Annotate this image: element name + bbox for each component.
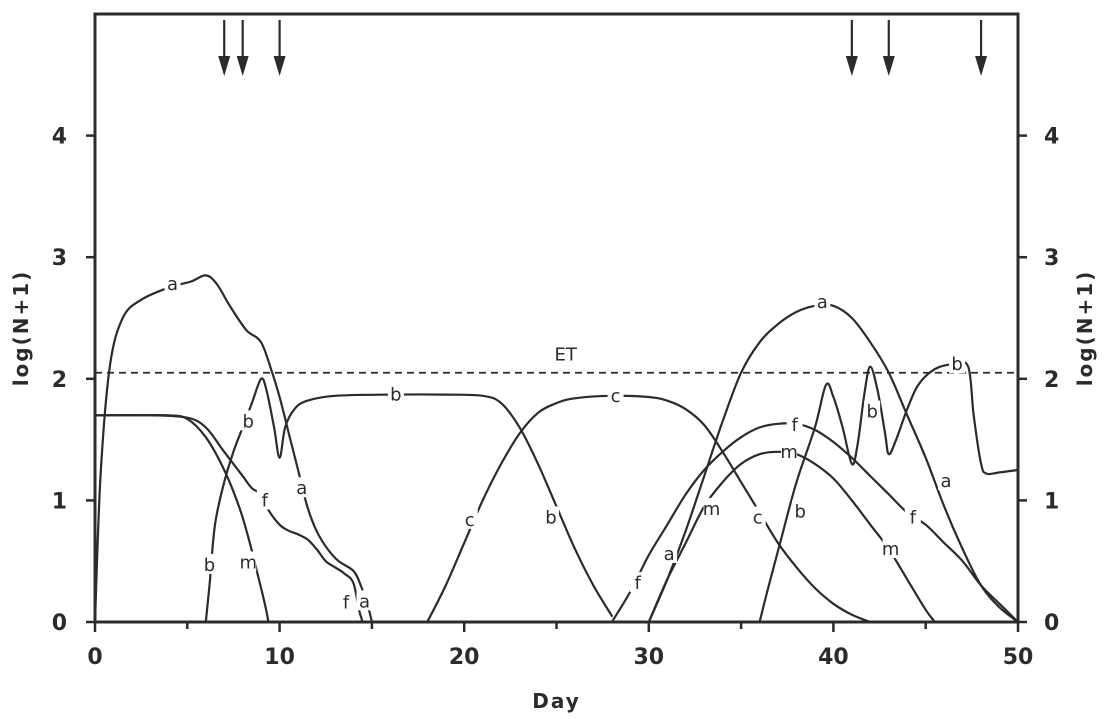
curve-label-bg bbox=[201, 553, 218, 574]
curve-label-b: b bbox=[204, 555, 215, 576]
curve-label-m: m bbox=[780, 442, 798, 463]
x-tick-label: 20 bbox=[449, 645, 480, 670]
curve-label-c: c bbox=[611, 386, 621, 407]
x-tick-label: 40 bbox=[818, 645, 849, 670]
y-tick-label-left: 4 bbox=[52, 125, 67, 150]
curve-label-bg bbox=[240, 410, 257, 431]
curve-label-f: f bbox=[910, 507, 917, 528]
curve-label-m: m bbox=[882, 539, 900, 560]
series-line-c bbox=[426, 394, 872, 624]
plot-frame bbox=[93, 12, 1020, 624]
curve-label-a: a bbox=[664, 544, 675, 565]
curve-label-c: c bbox=[753, 507, 763, 528]
curve-label-bg bbox=[164, 272, 181, 293]
threshold-line-group: ET bbox=[95, 345, 1018, 374]
x-axis-title: Day bbox=[532, 689, 581, 713]
curve-label-bg bbox=[387, 383, 404, 404]
curve-label-c: c bbox=[465, 510, 475, 531]
curve-label-m: m bbox=[239, 552, 257, 573]
curve-label-b: b bbox=[390, 385, 401, 406]
curve-label-bg bbox=[904, 506, 921, 527]
y-tick-label-right: 3 bbox=[1044, 246, 1059, 271]
curve-label-bg bbox=[607, 384, 624, 405]
curve-label-f: f bbox=[343, 593, 350, 614]
series-line-b bbox=[758, 360, 1020, 624]
curve-label-bg bbox=[661, 542, 678, 563]
series-line-f bbox=[93, 414, 364, 624]
plot-frame-group bbox=[93, 12, 1020, 624]
curve-label-bg bbox=[356, 590, 373, 611]
y-tick-label-right: 1 bbox=[1044, 489, 1059, 514]
curve-label-f: f bbox=[791, 415, 798, 436]
curve-label-bg bbox=[256, 489, 273, 510]
x-tick-label: 0 bbox=[87, 645, 102, 670]
down-arrow-icon bbox=[882, 20, 895, 76]
x-tick-label: 30 bbox=[633, 645, 664, 670]
curve-label-bg bbox=[542, 506, 559, 527]
curve-label-bg bbox=[949, 353, 966, 374]
y-tick-label-right: 0 bbox=[1044, 611, 1059, 636]
curve-label-bg bbox=[461, 508, 478, 529]
curve-label-f: f bbox=[262, 490, 269, 511]
x-tick-label: 10 bbox=[264, 645, 295, 670]
curve-label-bg bbox=[629, 572, 646, 593]
x-tick-label: 50 bbox=[1003, 645, 1034, 670]
curve-label-bg bbox=[703, 497, 720, 518]
curve-label-bg bbox=[814, 291, 831, 312]
curve-label-b: b bbox=[242, 411, 253, 432]
curve-label-bg bbox=[749, 506, 766, 527]
arrows-group bbox=[218, 20, 988, 76]
y-axis-title-left: log(N+1) bbox=[9, 270, 33, 387]
y-tick-label-right: 4 bbox=[1044, 125, 1059, 150]
curve-label-bg bbox=[792, 500, 809, 521]
axis-ticks-group: 0 10 20 30 40 500 01 12 23 34 4 bbox=[52, 125, 1060, 670]
curve-label-a: a bbox=[359, 591, 370, 612]
curve-label-bg bbox=[882, 538, 899, 559]
et-label: ET bbox=[555, 345, 578, 366]
series-line-f bbox=[610, 422, 1020, 624]
down-arrow-icon bbox=[236, 20, 249, 76]
curve-label-bg bbox=[293, 477, 310, 498]
curve-label-bg bbox=[781, 440, 798, 461]
curve-label-b: b bbox=[951, 354, 962, 375]
curve-label-bg bbox=[864, 400, 881, 421]
down-arrow-icon bbox=[975, 20, 988, 76]
curve-label-bg bbox=[786, 414, 803, 435]
curve-label-b: b bbox=[866, 402, 877, 423]
y-tick-label-left: 1 bbox=[52, 489, 67, 514]
y-axis-title-right: log(N+1) bbox=[1073, 270, 1097, 387]
curve-label-a: a bbox=[940, 471, 951, 492]
curve-label-bg bbox=[338, 591, 355, 612]
down-arrow-icon bbox=[273, 20, 286, 76]
series-lines-group bbox=[93, 274, 1020, 624]
curve-label-b: b bbox=[794, 501, 805, 522]
curve-label-a: a bbox=[817, 292, 828, 313]
curve-label-a: a bbox=[167, 274, 178, 295]
series-line-b bbox=[204, 377, 613, 624]
series-line-a bbox=[93, 274, 373, 624]
series-line-a bbox=[647, 303, 1020, 624]
curve-label-b: b bbox=[545, 507, 556, 528]
y-tick-label-left: 3 bbox=[52, 246, 67, 271]
curve-label-m: m bbox=[703, 499, 721, 520]
curve-label-f: f bbox=[635, 573, 642, 594]
y-tick-label-left: 0 bbox=[52, 611, 67, 636]
curve-label-bg bbox=[240, 551, 257, 572]
down-arrow-icon bbox=[218, 20, 231, 76]
y-tick-label-left: 2 bbox=[52, 368, 67, 393]
series-line-m bbox=[647, 450, 936, 624]
y-tick-label-right: 2 bbox=[1044, 368, 1059, 393]
down-arrow-icon bbox=[845, 20, 858, 76]
curve-label-a: a bbox=[296, 478, 307, 499]
curve-label-bg bbox=[938, 469, 955, 490]
series-line-m bbox=[93, 413, 270, 624]
